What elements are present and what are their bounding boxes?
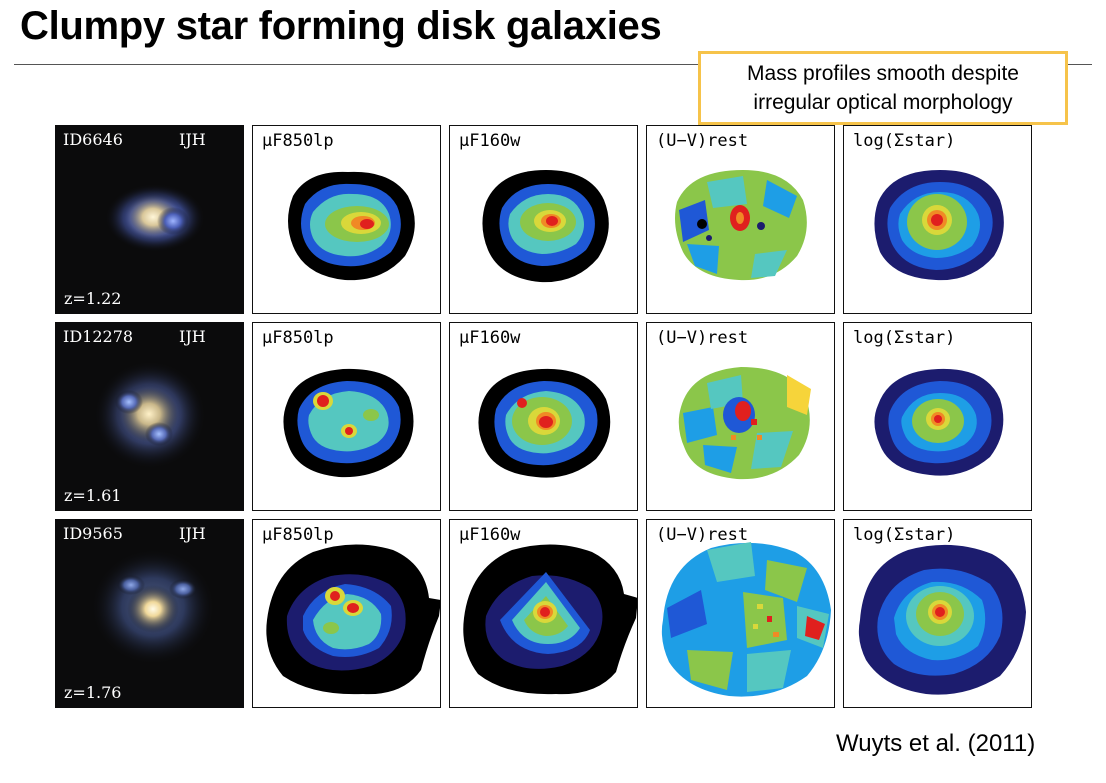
- panel-label-log-sigma-star: log(Σstar): [853, 131, 955, 151]
- panel-label-f850lp: μF850lp: [262, 131, 334, 151]
- surface-brightness-map: [253, 323, 441, 511]
- mass-density-map: [844, 126, 1032, 314]
- color-map: [647, 520, 835, 708]
- galaxy-photo-id9565: ID9565 IJH z=1.76: [55, 519, 244, 708]
- panel-label-f160w: μF160w: [459, 131, 520, 151]
- map-f850lp-id9565: μF850lp: [252, 519, 441, 708]
- surface-brightness-map: [450, 323, 638, 511]
- band-label: IJH: [179, 130, 206, 149]
- map-f160w-id9565: μF160w: [449, 519, 638, 708]
- color-map: [647, 126, 835, 314]
- galaxy-id-label: ID12278: [63, 327, 133, 346]
- surface-brightness-map: [253, 126, 441, 314]
- map-f850lp-id6646: μF850lp: [252, 125, 441, 314]
- map-f160w-id12278: μF160w: [449, 322, 638, 511]
- map-uv-color-id12278: (U−V)rest: [646, 322, 835, 511]
- map-mass-density-id9565: log(Σstar): [843, 519, 1032, 708]
- callout-line-2: irregular optical morphology: [753, 88, 1012, 117]
- color-image: [55, 125, 244, 314]
- redshift-label: z=1.22: [64, 289, 121, 308]
- surface-brightness-map: [450, 520, 638, 708]
- callout-box: Mass profiles smooth despite irregular o…: [698, 51, 1068, 125]
- slide-title: Clumpy star forming disk galaxies: [20, 4, 661, 49]
- redshift-label: z=1.76: [64, 683, 121, 702]
- redshift-label: z=1.61: [64, 486, 121, 505]
- map-f160w-id6646: μF160w: [449, 125, 638, 314]
- callout-line-1: Mass profiles smooth despite: [747, 59, 1019, 88]
- band-label: IJH: [179, 327, 206, 346]
- color-image: [55, 322, 244, 511]
- mass-density-map: [844, 520, 1032, 708]
- map-mass-density-id12278: log(Σstar): [843, 322, 1032, 511]
- surface-brightness-map: [450, 126, 638, 314]
- panel-label-uv-rest: (U−V)rest: [656, 131, 748, 151]
- color-map: [647, 323, 835, 511]
- mass-density-map: [844, 323, 1032, 511]
- galaxy-id-label: ID9565: [63, 524, 123, 543]
- map-mass-density-id6646: log(Σstar): [843, 125, 1032, 314]
- map-f850lp-id12278: μF850lp: [252, 322, 441, 511]
- citation: Wuyts et al. (2011): [836, 730, 1035, 758]
- panel-label-uv-rest: (U−V)rest: [656, 525, 748, 545]
- panel-label-log-sigma-star: log(Σstar): [853, 328, 955, 348]
- galaxy-photo-id12278: ID12278 IJH z=1.61: [55, 322, 244, 511]
- galaxy-photo-id6646: ID6646 IJH z=1.22: [55, 125, 244, 314]
- panel-label-f850lp: μF850lp: [262, 328, 334, 348]
- panel-label-f160w: μF160w: [459, 328, 520, 348]
- surface-brightness-map: [253, 520, 441, 708]
- panel-label-f850lp: μF850lp: [262, 525, 334, 545]
- galaxy-id-label: ID6646: [63, 130, 123, 149]
- band-label: IJH: [179, 524, 206, 543]
- panel-label-uv-rest: (U−V)rest: [656, 328, 748, 348]
- panel-label-f160w: μF160w: [459, 525, 520, 545]
- panel-label-log-sigma-star: log(Σstar): [853, 525, 955, 545]
- map-uv-color-id9565: (U−V)rest: [646, 519, 835, 708]
- color-image: [55, 519, 244, 708]
- map-uv-color-id6646: (U−V)rest: [646, 125, 835, 314]
